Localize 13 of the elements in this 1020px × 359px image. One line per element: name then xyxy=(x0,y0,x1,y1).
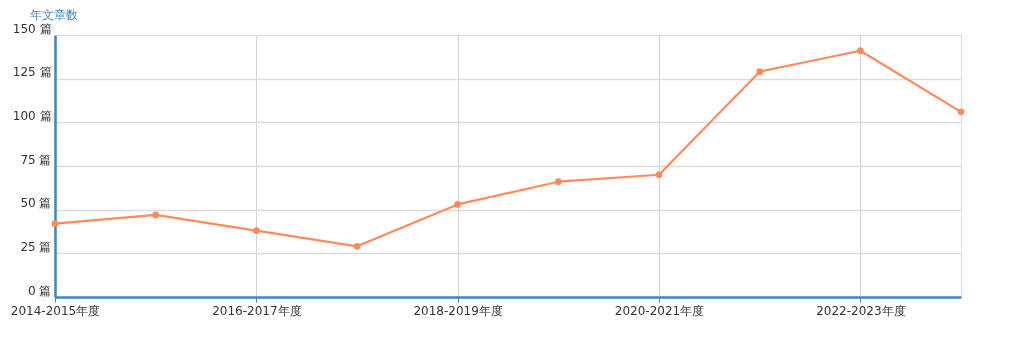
y-tick-label: 150 篇 xyxy=(12,21,52,36)
y-tick-label: 75 篇 xyxy=(20,152,52,167)
x-tick-label: 2014-2015年度 xyxy=(10,303,101,318)
y-tick-label: 100 篇 xyxy=(12,108,52,123)
x-tick-label: 2020-2021年度 xyxy=(614,303,705,318)
x-tick-label: 2022-2023年度 xyxy=(816,303,906,318)
y-tick-label: 25 篇 xyxy=(20,239,52,254)
y-tick-label: 0 篇 xyxy=(28,283,52,298)
y-tick-label: 125 篇 xyxy=(12,65,52,80)
y-tick-label: 50 篇 xyxy=(20,196,52,211)
y-axis-title: 年文章数 xyxy=(29,7,78,22)
x-tick-label: 2016-2017年度 xyxy=(212,303,302,318)
x-tick-label: 2018-2019年度 xyxy=(413,303,503,318)
